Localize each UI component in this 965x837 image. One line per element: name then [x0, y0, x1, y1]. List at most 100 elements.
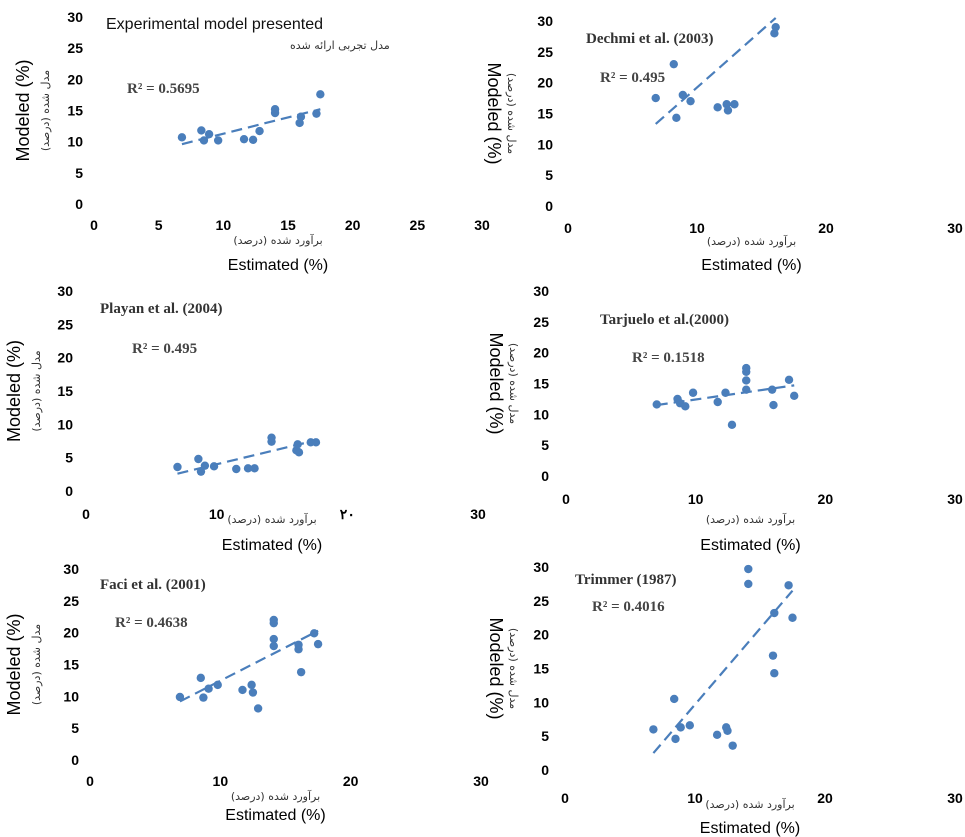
data-point [204, 684, 213, 693]
y-tick-label: 30 [533, 559, 549, 575]
y-tick-label: 20 [533, 627, 549, 643]
y-tick-label: 25 [57, 316, 73, 332]
x-tick-label: 10 [216, 217, 232, 233]
data-point [311, 438, 321, 447]
data-point [204, 129, 214, 139]
x-tick-label: 25 [410, 217, 426, 233]
chart-panel-6: 0 5 10 15 20 25 30 0 10 20 30 Trimmer (1987) R² = 0.… [486, 559, 963, 837]
data-point [269, 641, 278, 651]
x-axis-label: Estimated (%) [222, 537, 322, 554]
data-point [688, 388, 698, 397]
x-axis-label-fa: برآورد شده (درصد) [227, 512, 316, 526]
x-tick-label: 20 [343, 773, 359, 789]
x-tick-label: 30 [473, 773, 489, 789]
chart-panel-1: 0 5 10 15 20 25 30 0 5 10 15 20 25 30 Experimental mod… [13, 9, 490, 274]
data-point [770, 608, 779, 618]
chart-panel-5: 0 5 10 15 20 25 30 0 10 20 30 Faci et al. (2001) R² … [4, 561, 489, 824]
data-point [199, 136, 209, 145]
data-point [209, 462, 219, 471]
data-point [232, 464, 241, 474]
data-point [742, 385, 751, 394]
data-point [790, 391, 799, 401]
data-point [213, 680, 222, 690]
y-tick-label: 10 [57, 416, 73, 432]
data-point [173, 462, 182, 472]
y-tick-label: 10 [533, 406, 549, 422]
y-tick-label: 20 [63, 625, 79, 641]
y-axis-label: Modeled (%) [4, 613, 24, 715]
y-tick-label: 25 [533, 314, 549, 330]
data-point [177, 133, 187, 142]
data-point [200, 461, 210, 470]
y-tick-label: 25 [533, 593, 549, 609]
y-tick-label: 15 [67, 103, 83, 119]
data-point [669, 59, 678, 69]
data-point [730, 100, 739, 109]
data-point [239, 134, 249, 144]
data-point [248, 688, 258, 697]
data-point [309, 629, 319, 638]
chart-title: Tarjuelo et al.(2000) [600, 312, 729, 328]
data-point [685, 721, 694, 730]
data-point [247, 680, 256, 690]
x-tick-label: 10 [687, 790, 703, 806]
y-tick-label: 10 [537, 136, 553, 152]
data-point [253, 704, 263, 713]
data-point [243, 464, 253, 473]
y-axis-label: Modeled (%) [486, 617, 506, 719]
chart-panel-3: 0 5 10 15 20 25 30 0 10 ۲۰ 30 Playan et al. (2004) R… [4, 283, 486, 554]
x-axis-label: Estimated (%) [700, 820, 800, 837]
r-squared-label: R² = 0.495 [132, 341, 197, 357]
data-point [238, 685, 247, 695]
x-axis-label-fa: برآورد شده (درصد) [231, 789, 320, 803]
y-axis-label-fa: مدل شده (درصد) [39, 70, 52, 151]
data-point [728, 741, 737, 750]
y-tick-label: 25 [63, 593, 79, 609]
y-tick-label: 15 [57, 383, 73, 399]
y-tick-label: 0 [545, 198, 553, 214]
data-point [248, 135, 258, 144]
y-axis-label: Modeled (%) [486, 332, 506, 434]
x-axis-label-fa: برآورد شده (درصد) [705, 797, 794, 811]
chart-subtitle: مدل تجربی ارائه شده [290, 39, 390, 52]
data-point [788, 613, 797, 622]
r-squared-label: R² = 0.495 [600, 70, 665, 86]
x-tick-label: 0 [82, 506, 90, 522]
data-point [267, 433, 276, 442]
r-squared-label: R² = 0.1518 [632, 350, 705, 366]
y-axis-label-fa: مدل شده (درصد) [30, 350, 43, 431]
r-squared-label: R² = 0.5695 [127, 81, 200, 97]
chart-panel-4: 0 5 10 15 20 25 30 0 10 20 30 Tarjuelo et al.(2000)… [486, 283, 963, 554]
x-tick-label: 20 [818, 491, 834, 507]
data-point [269, 634, 278, 644]
data-point [742, 363, 751, 373]
x-axis-label: Estimated (%) [701, 257, 801, 274]
data-point [316, 90, 325, 99]
data-point [296, 667, 306, 677]
chart-panel-2: 0 5 10 15 20 25 30 0 10 20 30 Dechmi et al. (2003) R… [484, 13, 963, 274]
y-tick-label: 0 [75, 196, 83, 212]
data-point [295, 118, 304, 128]
x-axis-label: Estimated (%) [700, 537, 800, 554]
data-point [652, 400, 661, 409]
y-tick-label: 20 [537, 75, 553, 91]
chart-title: Faci et al. (2001) [100, 577, 206, 593]
data-point [199, 693, 208, 702]
data-point [671, 734, 680, 744]
x-tick-label: 30 [470, 506, 486, 522]
x-tick-label: 0 [562, 491, 570, 507]
y-tick-label: 5 [65, 450, 73, 466]
data-point [255, 126, 264, 136]
data-point [293, 440, 302, 449]
y-tick-label: 15 [537, 106, 553, 122]
data-point [744, 579, 753, 589]
x-axis-label-fa: برآورد شده (درصد) [233, 233, 322, 247]
y-tick-label: 0 [71, 752, 79, 768]
x-tick-label: 0 [90, 217, 98, 233]
data-point [770, 669, 779, 678]
y-tick-label: 30 [57, 283, 73, 299]
data-point [721, 388, 730, 397]
x-tick-label: 30 [947, 790, 963, 806]
x-tick-label: ۲۰ [340, 506, 355, 522]
